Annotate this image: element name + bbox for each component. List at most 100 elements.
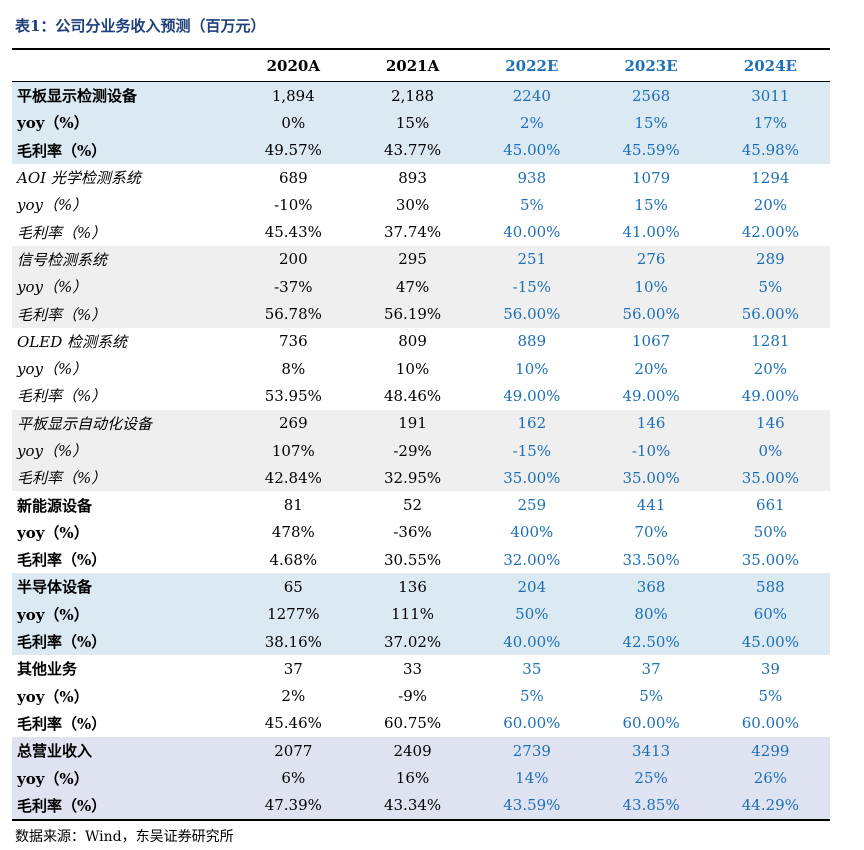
row-group: 平板显示自动化设备 269 191 162 146 146 yoy（%） 107% -29% -1… bbox=[12, 409, 830, 492]
table-row: yoy（%） 6% 16% 14% 25% 26% bbox=[12, 764, 830, 791]
table-row: yoy（%） 1277% 111% 50% 80% 60% bbox=[12, 601, 830, 628]
table-cell: 809 bbox=[398, 332, 427, 351]
table-cell: 40.00% bbox=[503, 632, 561, 651]
table-cell: 50% bbox=[515, 605, 549, 624]
row-group: 半导体设备 65 136 204 368 588 yoy（%） 1277% 111% 50% 80%… bbox=[12, 573, 830, 656]
table-cell: 53.95% bbox=[264, 386, 322, 405]
table-row: yoy（%） 2% -9% 5% 5% 5% bbox=[12, 683, 830, 710]
table-cell: 56.00% bbox=[622, 305, 680, 324]
table-cell: 56.19% bbox=[383, 305, 442, 324]
table-cell: 5% bbox=[519, 687, 544, 706]
row-group: 平板显示检测设备 1,894 2,188 2240 2568 3011 yoy（%） 0% 15… bbox=[12, 82, 830, 164]
table-cell: 32.00% bbox=[503, 550, 561, 569]
table-cell: 25% bbox=[634, 769, 668, 788]
table-cell: 441 bbox=[636, 496, 666, 515]
row-label: AOI 光学检测系统 bbox=[17, 169, 141, 188]
table-cell: 14% bbox=[515, 769, 549, 788]
table-cell: 43.34% bbox=[383, 796, 442, 815]
row-label: yoy（%） bbox=[17, 605, 89, 624]
table-cell: 26% bbox=[753, 769, 788, 788]
table-cell: 10% bbox=[515, 359, 549, 378]
row-label: 毛利率（%） bbox=[17, 796, 107, 815]
table-cell: 2568 bbox=[632, 86, 671, 105]
table-cell: 49.00% bbox=[622, 386, 680, 405]
table-cell: 48.46% bbox=[383, 386, 442, 405]
table-cell: 44.29% bbox=[741, 796, 799, 815]
table-cell: 2739 bbox=[512, 741, 551, 760]
table-row: 新能源设备 81 52 259 441 661 bbox=[12, 491, 830, 518]
table-cell: 3413 bbox=[632, 741, 671, 760]
table-body: 平板显示检测设备 1,894 2,188 2240 2568 3011 yoy（%） 0% 15… bbox=[12, 82, 830, 822]
table-cell: 35.00% bbox=[622, 468, 680, 487]
forecast-table: 2020A 2021A 2022E 2023E 2024E 平板显示检测设备 1,… bbox=[12, 48, 830, 822]
table-cell: 2,188 bbox=[391, 86, 435, 105]
table-cell: 251 bbox=[517, 250, 547, 269]
table-cell: 4.68% bbox=[269, 550, 318, 569]
table-row: 总营业收入 2077 2409 2739 3413 4299 bbox=[12, 737, 830, 764]
table-cell: 42.00% bbox=[741, 223, 799, 242]
row-label: 平板显示检测设备 bbox=[17, 87, 138, 106]
table-cell: 1,894 bbox=[271, 86, 315, 105]
table-cell: 47.39% bbox=[264, 796, 322, 815]
table-header: 2020A 2021A 2022E 2023E 2024E bbox=[12, 48, 830, 82]
table-cell: 107% bbox=[271, 441, 315, 460]
table-cell: 56.78% bbox=[264, 305, 322, 324]
table-row: 毛利率（%） 47.39% 43.34% 43.59% 43.85% 44.29% bbox=[12, 792, 830, 819]
row-group: OLED 检测系统 736 809 889 1067 1281 yoy（%） 8% 10% 10%… bbox=[12, 327, 830, 410]
table-row: 毛利率（%） 38.16% 37.02% 40.00% 42.50% 45.00% bbox=[12, 628, 830, 655]
table-cell: 49.00% bbox=[503, 386, 561, 405]
row-label: yoy（%） bbox=[17, 278, 88, 297]
row-label: 毛利率（%） bbox=[17, 387, 107, 406]
table-cell: 10% bbox=[395, 359, 430, 378]
table-cell: 30.55% bbox=[383, 550, 442, 569]
table-cell: 191 bbox=[398, 414, 427, 433]
table-cell: 146 bbox=[636, 414, 666, 433]
header-year: 2022E bbox=[505, 56, 559, 75]
table-row: 毛利率（%） 42.84% 32.95% 35.00% 35.00% 35.00% bbox=[12, 464, 830, 491]
table-cell: 56.00% bbox=[741, 305, 799, 324]
table-cell: 38.16% bbox=[264, 632, 322, 651]
row-label: yoy（%） bbox=[17, 442, 88, 460]
table-cell: 20% bbox=[753, 195, 788, 214]
table-cell: -29% bbox=[393, 441, 432, 460]
header-year: 2024E bbox=[743, 56, 797, 75]
table-cell: -10% bbox=[631, 441, 671, 460]
table-cell: 111% bbox=[391, 605, 435, 624]
table-cell: 45.00% bbox=[741, 632, 799, 651]
row-group: AOI 光学检测系统 689 893 938 1079 1294 yoy（%） -10% 30%… bbox=[12, 163, 830, 246]
table-row: 毛利率（%） 4.68% 30.55% 32.00% 33.50% 35.00% bbox=[12, 546, 830, 573]
table-cell: 45.98% bbox=[741, 141, 799, 160]
table-row: yoy（%） 0% 15% 2% 15% 17% bbox=[12, 109, 830, 136]
row-label: 毛利率（%） bbox=[17, 469, 107, 488]
table-cell: 45.59% bbox=[622, 141, 680, 160]
table-cell: 20% bbox=[753, 359, 788, 378]
table-cell: 40.00% bbox=[503, 223, 561, 242]
table-cell: 5% bbox=[758, 277, 783, 296]
table-cell: 368 bbox=[636, 577, 666, 596]
table-cell: 35.00% bbox=[741, 468, 799, 487]
table-cell: 49.00% bbox=[741, 386, 799, 405]
table-cell: 276 bbox=[636, 250, 666, 269]
table-cell: 45.46% bbox=[264, 714, 322, 733]
table-cell: 50% bbox=[753, 523, 788, 542]
table-row: 毛利率（%） 45.43% 37.74% 40.00% 41.00% 42.00% bbox=[12, 218, 830, 245]
table-cell: 0% bbox=[758, 441, 783, 460]
table-cell: 43.59% bbox=[503, 796, 561, 815]
row-label: 新能源设备 bbox=[17, 496, 93, 515]
table-cell: 15% bbox=[395, 113, 430, 132]
row-group: 总营业收入 2077 2409 2739 3413 4299 yoy（%） 6% 16% 14% 2… bbox=[12, 737, 830, 822]
row-label: 半导体设备 bbox=[17, 578, 93, 597]
table-cell: 56.00% bbox=[503, 305, 561, 324]
table-cell: 136 bbox=[398, 577, 427, 596]
table-cell: 43.85% bbox=[622, 796, 680, 815]
table-cell: 41.00% bbox=[622, 223, 680, 242]
table-cell: 259 bbox=[517, 496, 547, 515]
table-cell: 35.00% bbox=[741, 550, 799, 569]
table-cell: 4299 bbox=[751, 741, 790, 760]
table-cell: 35 bbox=[522, 659, 542, 678]
row-label: yoy（%） bbox=[17, 114, 89, 133]
table-row: AOI 光学检测系统 689 893 938 1079 1294 bbox=[12, 164, 830, 191]
row-label: 毛利率（%） bbox=[17, 633, 107, 652]
table-cell: 588 bbox=[756, 577, 785, 596]
table-cell: -36% bbox=[393, 523, 432, 542]
